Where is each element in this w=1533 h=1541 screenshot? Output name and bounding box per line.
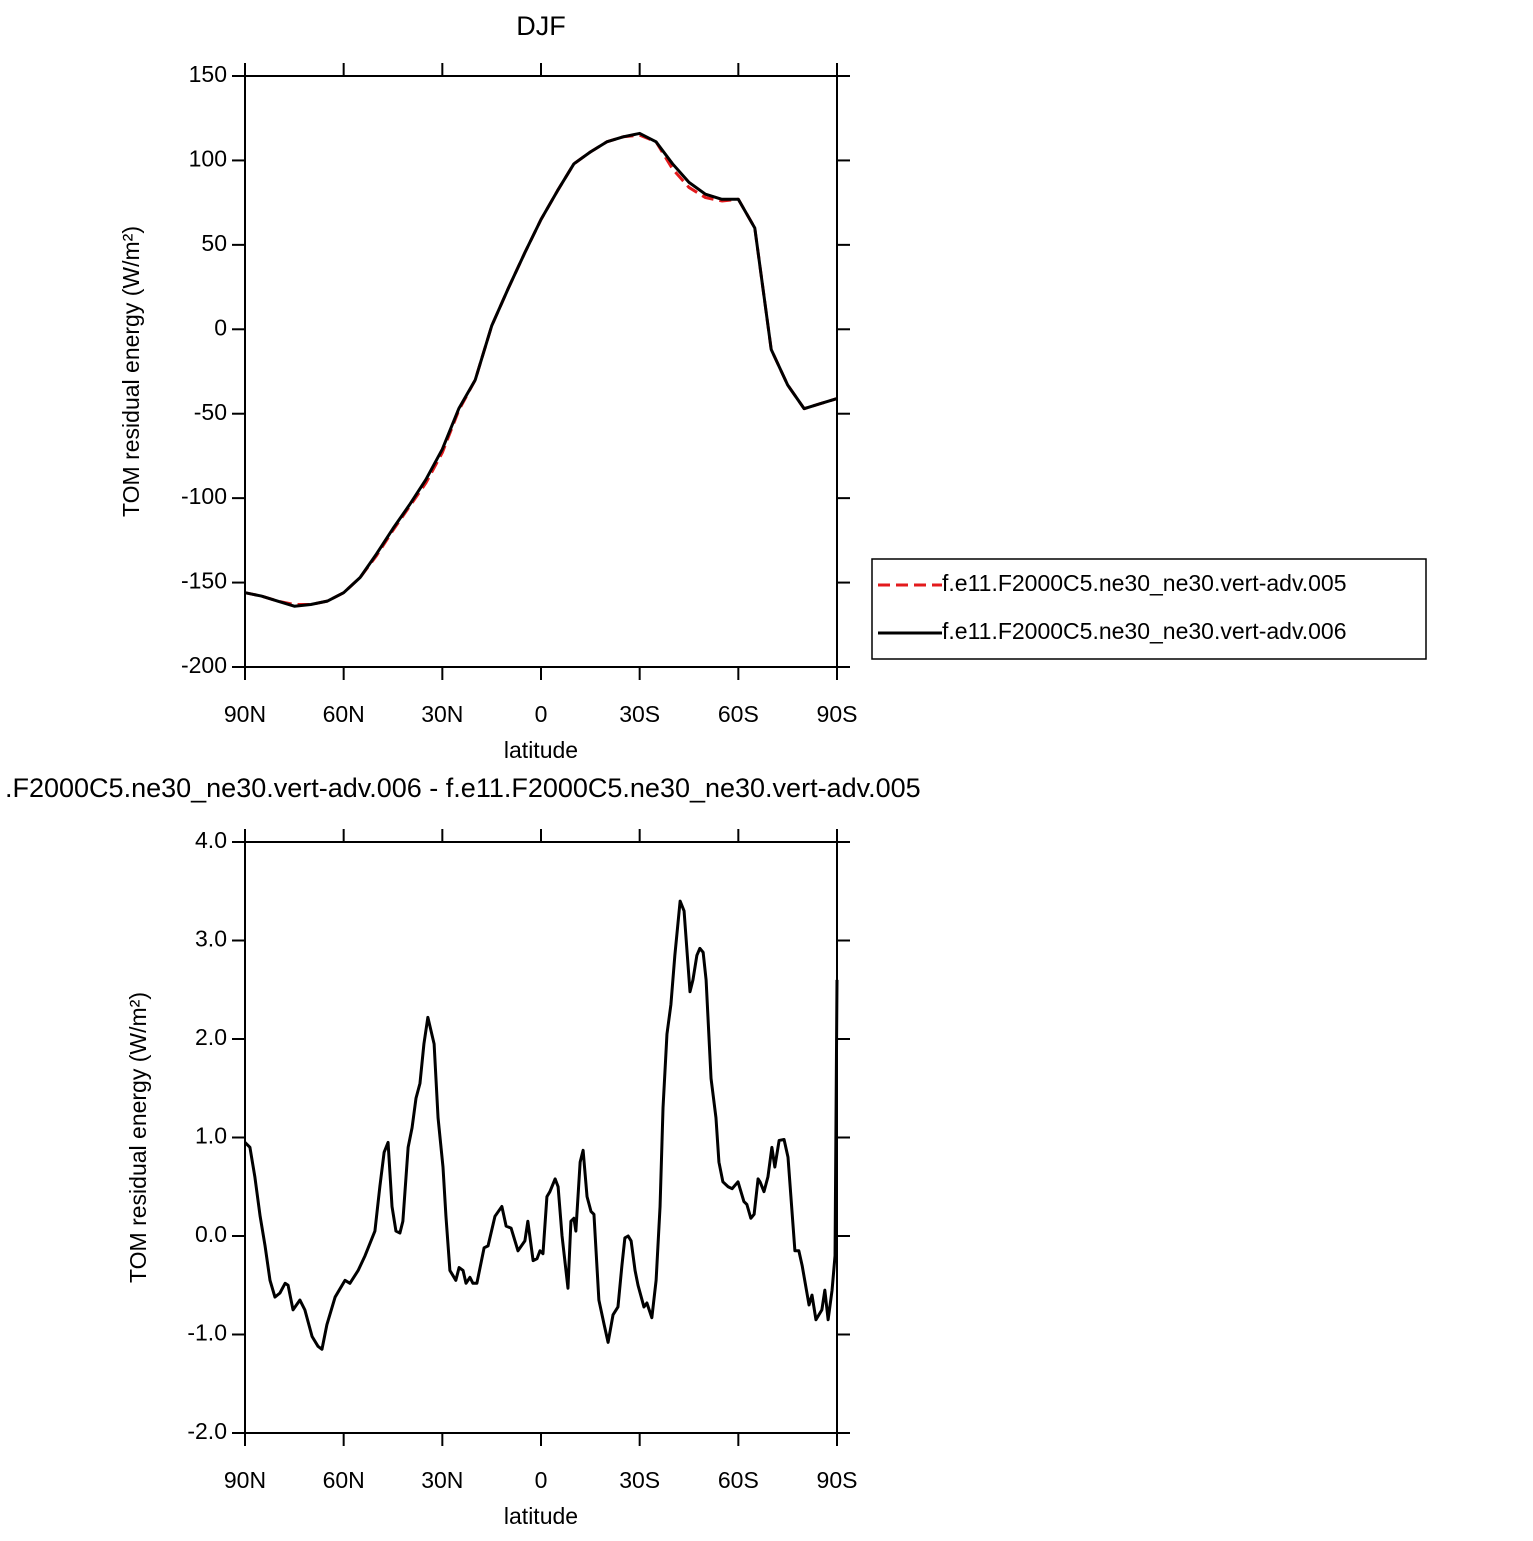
plot-frame — [244, 841, 838, 1434]
x-tick-label: 0 — [535, 1467, 548, 1493]
chart-title: .F2000C5.ne30_ne30.vert-adv.006 - f.e11.… — [5, 773, 921, 803]
y-tick-label: -200 — [181, 652, 227, 678]
x-tick-label: 0 — [535, 701, 548, 727]
legend-label: f.e11.F2000C5.ne30_ne30.vert-adv.005 — [942, 570, 1347, 596]
y-tick-label: 100 — [189, 146, 227, 172]
x-tick-label: 60S — [718, 1467, 759, 1493]
x-tick-label: 90N — [224, 1467, 266, 1493]
legend-box — [871, 558, 1427, 660]
x-tick-label: 90N — [224, 701, 266, 727]
y-tick-label: -1.0 — [187, 1320, 227, 1346]
y-tick-label: 1.0 — [195, 1123, 227, 1149]
y-tick-label: 2.0 — [195, 1024, 227, 1050]
x-tick-label: 90S — [817, 701, 858, 727]
y-tick-label: 150 — [189, 61, 227, 87]
y-tick-label: 3.0 — [195, 926, 227, 952]
y-tick-label: 0 — [214, 314, 227, 340]
x-axis-label: latitude — [504, 1503, 578, 1529]
x-tick-label: 90S — [817, 1467, 858, 1493]
plot-frame — [244, 75, 838, 668]
series-line — [243, 899, 839, 1351]
y-tick-label: -150 — [181, 568, 227, 594]
x-tick-label: 60N — [323, 701, 365, 727]
x-tick-label: 30S — [619, 701, 660, 727]
y-axis-label: TOM residual energy (W/m²) — [118, 226, 144, 517]
series-line — [244, 131, 838, 608]
y-tick-label: 4.0 — [195, 827, 227, 853]
x-tick-label: 60N — [323, 1467, 365, 1493]
x-tick-label: 30N — [421, 1467, 463, 1493]
x-tick-label: 30N — [421, 701, 463, 727]
chart-title: DJF — [516, 11, 566, 41]
y-tick-label: 0.0 — [195, 1221, 227, 1247]
legend-label: f.e11.F2000C5.ne30_ne30.vert-adv.006 — [942, 618, 1347, 644]
series-line — [244, 133, 838, 607]
x-axis-label: latitude — [504, 737, 578, 763]
y-tick-label: 50 — [201, 230, 227, 256]
y-tick-label: -100 — [181, 483, 227, 509]
x-tick-label: 30S — [619, 1467, 660, 1493]
y-tick-label: -2.0 — [187, 1418, 227, 1444]
x-tick-label: 60S — [718, 701, 759, 727]
y-tick-label: -50 — [194, 399, 227, 425]
y-axis-label: TOM residual energy (W/m²) — [125, 992, 151, 1283]
